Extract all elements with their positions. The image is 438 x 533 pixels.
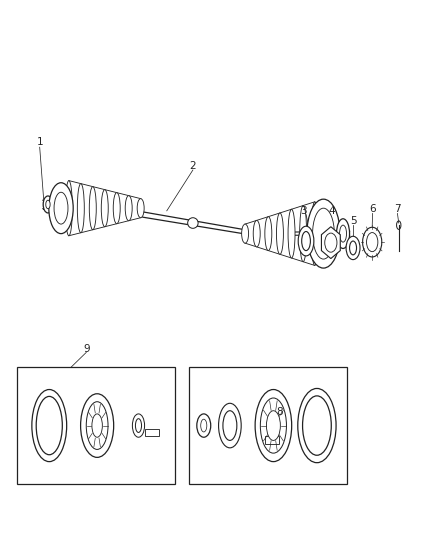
Text: 7: 7: [394, 204, 401, 214]
Ellipse shape: [49, 183, 73, 233]
Ellipse shape: [276, 213, 283, 254]
Ellipse shape: [339, 225, 346, 242]
Ellipse shape: [265, 216, 272, 251]
Ellipse shape: [298, 226, 314, 256]
Ellipse shape: [242, 224, 249, 243]
Text: 9: 9: [83, 344, 89, 354]
Ellipse shape: [89, 187, 96, 230]
Ellipse shape: [81, 394, 114, 457]
Ellipse shape: [43, 196, 53, 213]
Ellipse shape: [325, 233, 337, 252]
Text: 5: 5: [350, 216, 357, 227]
Ellipse shape: [46, 200, 50, 209]
Ellipse shape: [137, 199, 144, 217]
Ellipse shape: [288, 209, 295, 258]
Ellipse shape: [54, 192, 68, 224]
Ellipse shape: [336, 219, 350, 248]
Ellipse shape: [219, 403, 241, 448]
Ellipse shape: [307, 199, 340, 268]
Ellipse shape: [197, 414, 211, 437]
Ellipse shape: [255, 390, 292, 462]
Ellipse shape: [367, 232, 378, 252]
Ellipse shape: [363, 227, 382, 257]
Bar: [265, 436, 279, 443]
Ellipse shape: [303, 396, 331, 455]
Bar: [145, 429, 159, 436]
Text: 4: 4: [328, 206, 335, 216]
Ellipse shape: [132, 414, 145, 437]
Text: 6: 6: [369, 204, 376, 214]
Text: 3: 3: [300, 206, 307, 216]
Ellipse shape: [135, 419, 141, 432]
Ellipse shape: [201, 419, 207, 432]
Ellipse shape: [223, 411, 237, 440]
Ellipse shape: [346, 236, 360, 260]
Ellipse shape: [187, 217, 198, 228]
Text: 1: 1: [36, 137, 43, 147]
Ellipse shape: [32, 390, 67, 462]
Text: 8: 8: [277, 407, 283, 417]
Ellipse shape: [253, 220, 260, 247]
Ellipse shape: [300, 206, 307, 262]
Ellipse shape: [78, 183, 84, 233]
Polygon shape: [321, 227, 340, 259]
Ellipse shape: [313, 208, 334, 259]
Ellipse shape: [302, 231, 311, 251]
Ellipse shape: [86, 402, 108, 449]
Ellipse shape: [311, 202, 318, 265]
Ellipse shape: [266, 411, 280, 440]
Ellipse shape: [125, 196, 132, 221]
Text: 2: 2: [190, 161, 196, 171]
Ellipse shape: [65, 181, 72, 236]
Bar: [17, 367, 176, 484]
Ellipse shape: [350, 241, 357, 255]
Ellipse shape: [92, 414, 102, 437]
Ellipse shape: [101, 190, 108, 227]
Ellipse shape: [298, 389, 336, 463]
Ellipse shape: [113, 192, 120, 224]
Bar: [188, 367, 347, 484]
Ellipse shape: [260, 398, 286, 453]
Ellipse shape: [36, 397, 62, 455]
